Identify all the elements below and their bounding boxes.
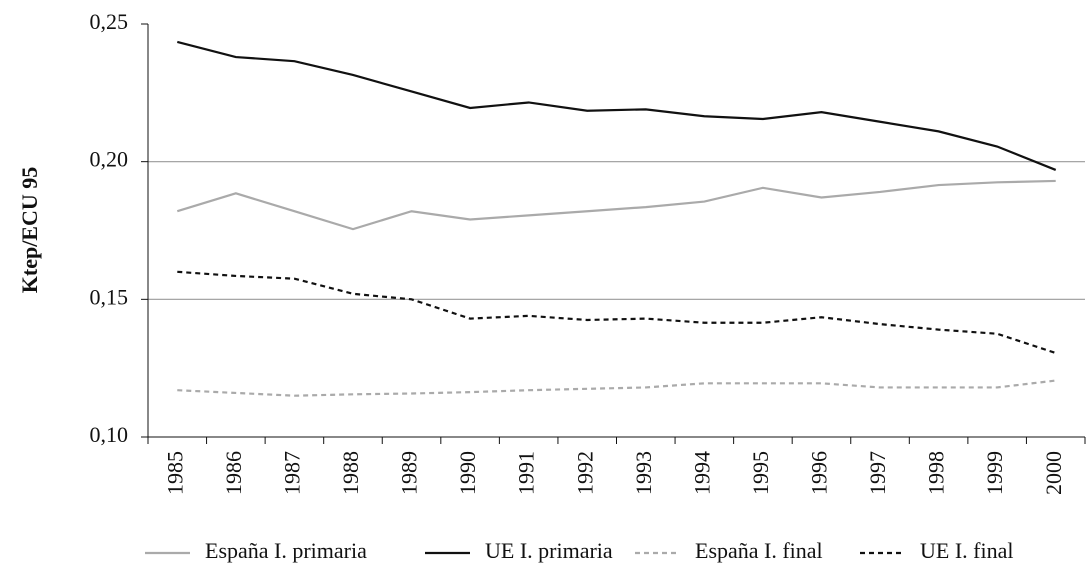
x-tick-label: 1990 bbox=[455, 451, 480, 495]
legend-label: UE I. primaria bbox=[485, 538, 613, 563]
x-tick-label: 1985 bbox=[162, 451, 187, 495]
series-line bbox=[177, 270, 1057, 355]
y-tick-label: 0,25 bbox=[90, 9, 129, 34]
x-tick-label: 1995 bbox=[748, 451, 773, 495]
y-tick-label: 0,20 bbox=[90, 147, 129, 172]
x-tick-label: 1987 bbox=[279, 451, 304, 495]
x-tick-label: 1989 bbox=[397, 451, 422, 495]
series-line bbox=[177, 379, 1056, 397]
x-tick-label: 1992 bbox=[572, 451, 597, 495]
legend-label: UE I. final bbox=[920, 538, 1013, 563]
x-tick-label: 1999 bbox=[982, 451, 1007, 495]
x-tick-label: 1986 bbox=[221, 451, 246, 495]
x-tick-label: 1998 bbox=[924, 451, 949, 495]
y-tick-label: 0,10 bbox=[90, 422, 129, 447]
legend-label: España I. final bbox=[695, 538, 823, 563]
x-tick-label: 1991 bbox=[514, 451, 539, 495]
x-tick-label: 1994 bbox=[689, 451, 714, 495]
x-tick-label: 1997 bbox=[865, 451, 890, 495]
y-axis-label: Ktep/ECU 95 bbox=[17, 167, 42, 294]
x-tick-label: 2000 bbox=[1041, 451, 1066, 495]
x-tick-label: 1988 bbox=[338, 451, 363, 495]
x-tick-label: 1996 bbox=[807, 451, 832, 495]
legend-label: España I. primaria bbox=[205, 538, 367, 563]
series-line bbox=[177, 40, 1057, 171]
series-line bbox=[176, 179, 1056, 231]
x-tick-label: 1993 bbox=[631, 451, 656, 495]
y-tick-label: 0,15 bbox=[90, 284, 129, 309]
